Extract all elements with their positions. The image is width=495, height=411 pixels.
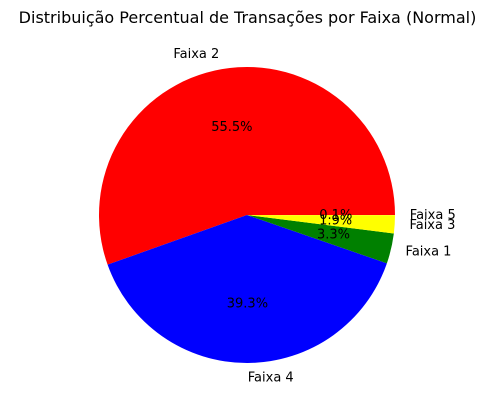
pie-slice-faixa-2 [99, 67, 395, 265]
slice-pct-faixa-1: 3.3% [317, 228, 350, 243]
slice-label-faixa-3: Faixa 3 [409, 218, 455, 233]
pie-slice-faixa-3 [247, 215, 395, 234]
pie-slice-faixa-1 [247, 215, 394, 264]
pie-slice-faixa-4 [107, 215, 387, 364]
slice-label-faixa-2: Faixa 2 [173, 47, 219, 62]
pie-slice-faixa-5 [247, 215, 396, 216]
slice-pct-faixa-5: 0.1% [319, 208, 352, 223]
slice-pct-faixa-3: 1.9% [319, 213, 352, 228]
slice-label-faixa-1: Faixa 1 [406, 244, 452, 259]
slice-label-faixa-4: Faixa 4 [248, 370, 294, 385]
chart-title: Distribuição Percentual de Transações po… [18, 8, 477, 27]
slice-label-faixa-5: Faixa 5 [410, 208, 456, 223]
slice-pct-faixa-4: 39.3% [227, 296, 268, 311]
slice-pct-faixa-2: 55.5% [211, 120, 252, 135]
